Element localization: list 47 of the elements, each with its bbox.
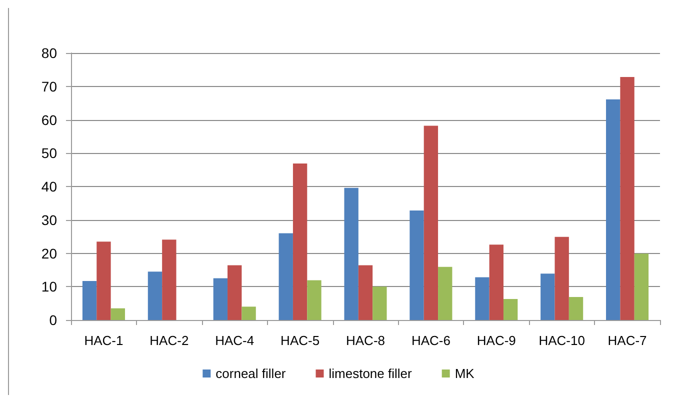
bar: [503, 298, 518, 320]
x-tick-label: HAC-9: [476, 333, 516, 348]
bar: [242, 306, 256, 320]
x-tick-label: HAC-1: [84, 333, 124, 348]
y-tick-label: 50: [41, 145, 58, 162]
x-tick-label: HAC-2: [150, 333, 189, 348]
legend-label: MK: [454, 366, 475, 381]
bar: [213, 278, 228, 320]
y-tick-label: 0: [49, 312, 58, 328]
x-tick-label: HAC-10: [538, 333, 585, 348]
bar: [372, 286, 387, 320]
bar: [110, 308, 125, 320]
bar: [292, 163, 308, 320]
bar: [148, 272, 162, 320]
bar: [606, 99, 620, 320]
bar: [540, 274, 555, 320]
y-tick-label: 70: [41, 78, 58, 94]
y-tick-label: 40: [41, 178, 58, 194]
bar: [278, 233, 293, 320]
x-tick-label: HAC-5: [280, 333, 320, 348]
bar: [228, 265, 242, 320]
bar: [568, 296, 584, 320]
bar: [489, 244, 504, 320]
x-tick-label: HAC-6: [411, 333, 450, 348]
bar: [96, 242, 111, 320]
x-tick-label: HAC-4: [215, 333, 254, 348]
bar: [162, 240, 176, 320]
y-tick-label: 30: [41, 212, 58, 228]
bar: [358, 265, 373, 320]
bar: [82, 280, 97, 320]
bar: [620, 77, 634, 320]
y-tick-label: 80: [41, 45, 58, 61]
legend-label: limestone filler: [328, 366, 413, 381]
bar: [424, 126, 438, 320]
y-tick-label: 10: [41, 278, 58, 295]
bar: [307, 280, 322, 320]
bar: [344, 188, 358, 320]
bar: [410, 210, 424, 320]
x-tick-label: HAC-7: [608, 333, 647, 348]
bar: [438, 266, 452, 320]
bar: [634, 254, 649, 320]
x-tick-label: HAC-8: [346, 333, 386, 348]
y-tick-label: 60: [41, 112, 58, 128]
legend-label: corneal filler: [216, 366, 286, 381]
y-tick-label: 20: [41, 245, 58, 262]
bar: [554, 236, 569, 320]
bar: [475, 277, 490, 320]
